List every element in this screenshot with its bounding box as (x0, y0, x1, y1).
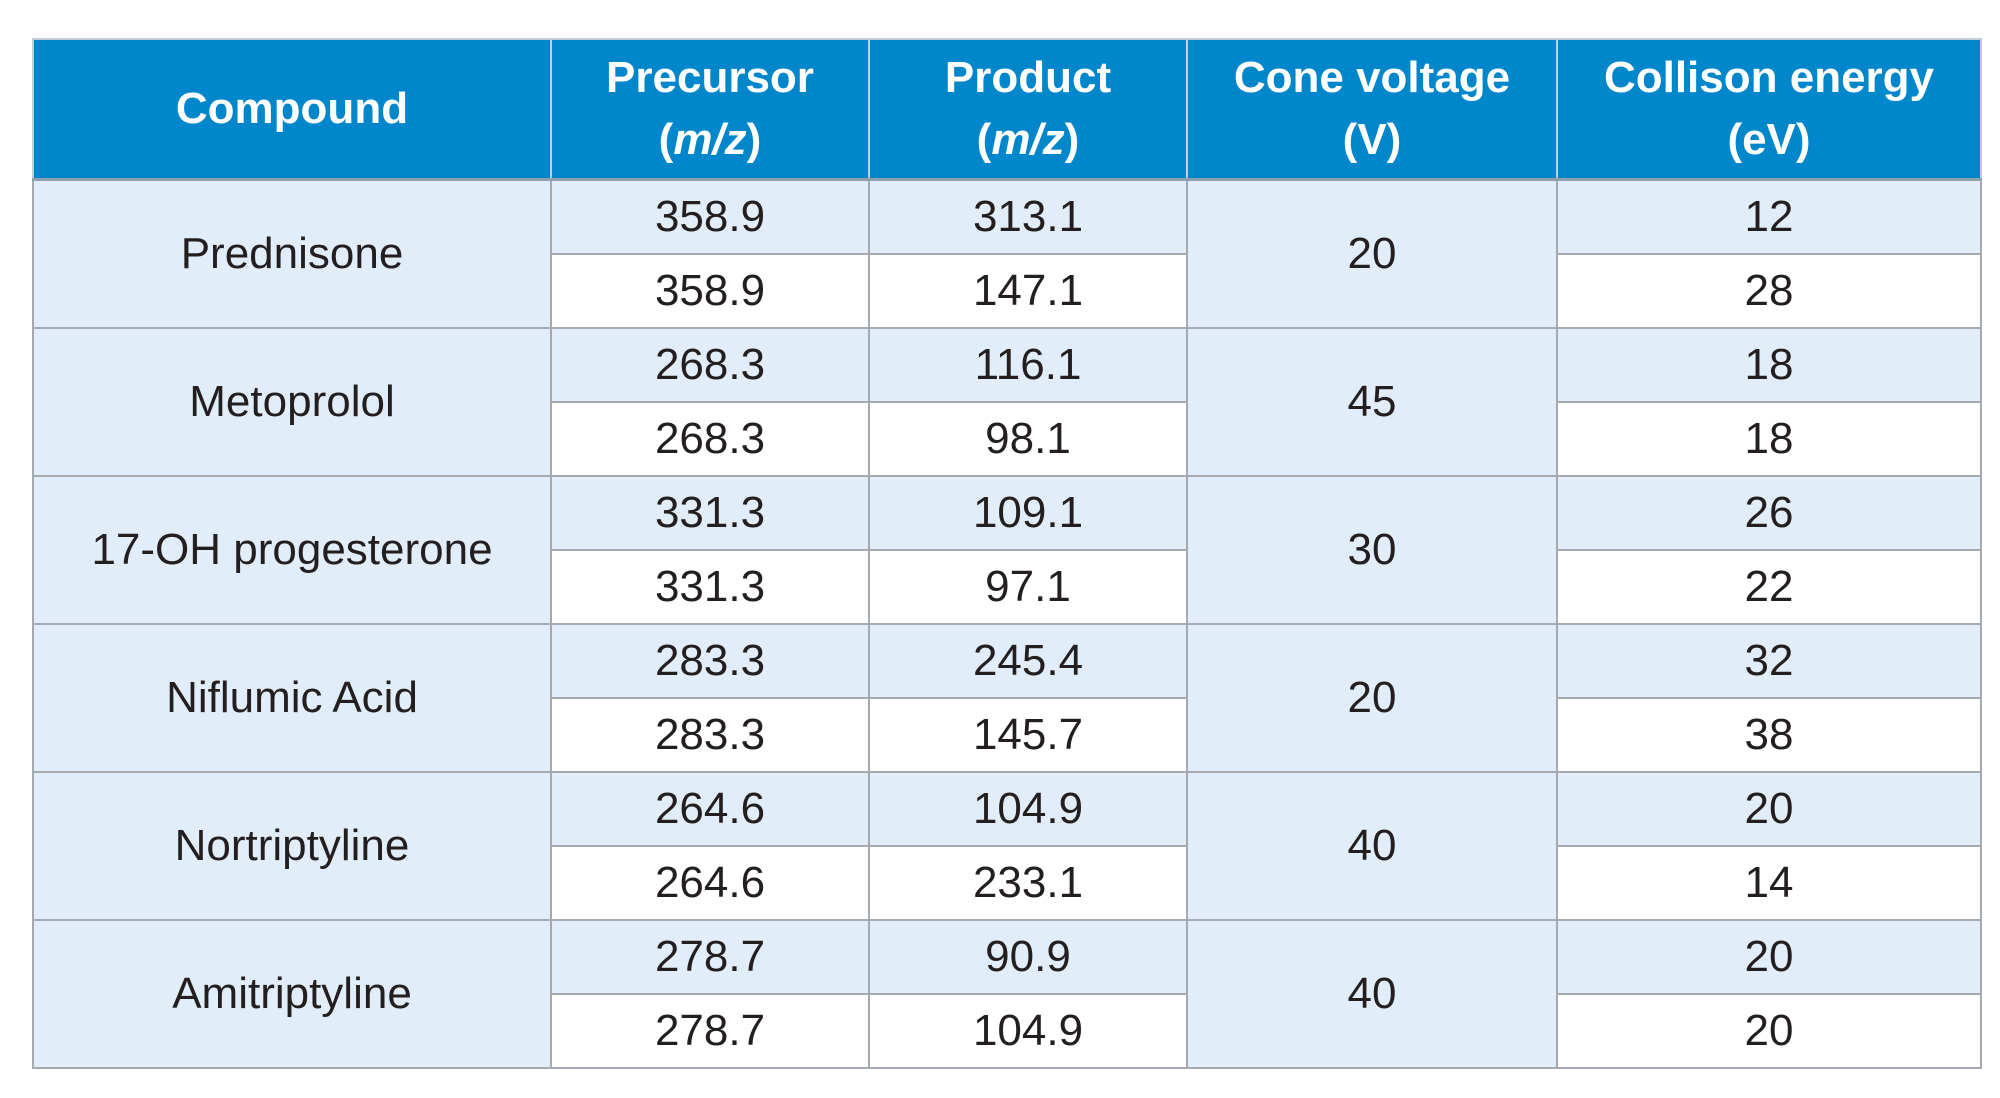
header-row: Compound Precursor (m/z) Product (m/z) C… (32, 38, 1982, 181)
table-header: Compound Precursor (m/z) Product (m/z) C… (32, 38, 1982, 181)
cone-voltage-cell: 20 (1186, 178, 1558, 329)
header-collision-energy: Collison energy (eV) (1556, 38, 1982, 181)
collision-energy-cell: 32 (1556, 623, 1982, 699)
precursor-cell: 283.3 (550, 697, 870, 773)
precursor-cell: 268.3 (550, 327, 870, 403)
compound-name-cell: Metoprolol (32, 327, 552, 477)
product-cell: 116.1 (868, 327, 1188, 403)
header-precursor-unit: (m/z) (658, 115, 762, 164)
compound-name-cell: Nortriptyline (32, 771, 552, 921)
collision-energy-cell: 20 (1556, 771, 1982, 847)
header-precursor: Precursor (m/z) (550, 38, 870, 181)
header-product-label: Product (944, 53, 1112, 102)
table-row: 268.3 98.1 18 (33, 401, 1982, 477)
collision-energy-cell: 26 (1556, 475, 1982, 551)
header-precursor-label: Precursor (606, 53, 814, 102)
table-row: 17-OH progesterone 331.3 109.1 30 26 (32, 475, 1982, 625)
header-compound-label: Compound (175, 84, 409, 133)
product-cell: 233.1 (868, 845, 1188, 921)
product-cell: 90.9 (868, 919, 1188, 995)
table-row: Amitriptyline 278.7 90.9 40 20 (32, 919, 1982, 1069)
table-row: Nortriptyline 264.6 104.9 40 20 (32, 771, 1982, 921)
collision-energy-cell: 38 (1556, 697, 1982, 773)
product-cell: 97.1 (868, 549, 1188, 625)
mrm-parameters-table-container: Compound Precursor (m/z) Product (m/z) C… (32, 38, 1982, 1069)
cone-voltage-cell: 30 (1186, 475, 1558, 625)
header-product: Product (m/z) (868, 38, 1188, 181)
product-cell: 245.4 (868, 623, 1188, 699)
compound-name-cell: Niflumic Acid (32, 623, 552, 773)
header-cone-voltage-unit: (V) (1342, 115, 1402, 164)
mrm-parameters-table: Compound Precursor (m/z) Product (m/z) C… (32, 38, 1982, 1069)
header-product-unit: (m/z) (976, 115, 1080, 164)
product-cell: 98.1 (868, 401, 1188, 477)
collision-energy-cell: 12 (1556, 178, 1982, 255)
precursor-cell: 331.3 (550, 549, 870, 625)
collision-energy-cell: 18 (1556, 327, 1982, 403)
table-body: Prednisone 358.9 313.1 20 12 358.9 147.1 28 Meto… (32, 178, 1982, 1069)
product-cell: 313.1 (868, 178, 1188, 255)
precursor-cell: 264.6 (550, 845, 870, 921)
product-cell: 147.1 (868, 253, 1188, 329)
product-cell: 145.7 (868, 697, 1188, 773)
table-row: 331.3 97.1 22 (33, 549, 1982, 625)
collision-energy-cell: 18 (1556, 401, 1982, 477)
product-cell: 104.9 (868, 771, 1188, 847)
header-cone-voltage-label: Cone voltage (1233, 53, 1511, 102)
header-collision-energy-label: Collison energy (1603, 53, 1935, 102)
header-collision-energy-unit: (eV) (1727, 115, 1811, 164)
header-cone-voltage: Cone voltage (V) (1186, 38, 1558, 181)
precursor-cell: 278.7 (550, 993, 870, 1069)
precursor-cell: 278.7 (550, 919, 870, 995)
table-row: Metoprolol 268.3 116.1 45 18 (32, 327, 1982, 477)
compound-name-cell: Amitriptyline (32, 919, 552, 1069)
cone-voltage-cell: 45 (1186, 327, 1558, 477)
precursor-cell: 268.3 (550, 401, 870, 477)
table-row: 278.7 104.9 20 (33, 993, 1982, 1069)
cone-voltage-cell: 40 (1186, 919, 1558, 1069)
compound-name-cell: Prednisone (32, 178, 552, 329)
product-cell: 109.1 (868, 475, 1188, 551)
precursor-cell: 358.9 (550, 178, 870, 255)
collision-energy-cell: 22 (1556, 549, 1982, 625)
collision-energy-cell: 20 (1556, 919, 1982, 995)
header-compound: Compound (32, 38, 552, 181)
table-row: 358.9 147.1 28 (33, 253, 1982, 329)
cone-voltage-cell: 40 (1186, 771, 1558, 921)
precursor-cell: 264.6 (550, 771, 870, 847)
precursor-cell: 358.9 (550, 253, 870, 329)
collision-energy-cell: 28 (1556, 253, 1982, 329)
table-row: Prednisone 358.9 313.1 20 12 (32, 178, 1982, 329)
cone-voltage-cell: 20 (1186, 623, 1558, 773)
product-cell: 104.9 (868, 993, 1188, 1069)
table-row: Niflumic Acid 283.3 245.4 20 32 (32, 623, 1982, 773)
precursor-cell: 331.3 (550, 475, 870, 551)
collision-energy-cell: 20 (1556, 993, 1982, 1069)
precursor-cell: 283.3 (550, 623, 870, 699)
table-row: 283.3 145.7 38 (33, 697, 1982, 773)
compound-name-cell: 17-OH progesterone (32, 475, 552, 625)
collision-energy-cell: 14 (1556, 845, 1982, 921)
table-row: 264.6 233.1 14 (33, 845, 1982, 921)
